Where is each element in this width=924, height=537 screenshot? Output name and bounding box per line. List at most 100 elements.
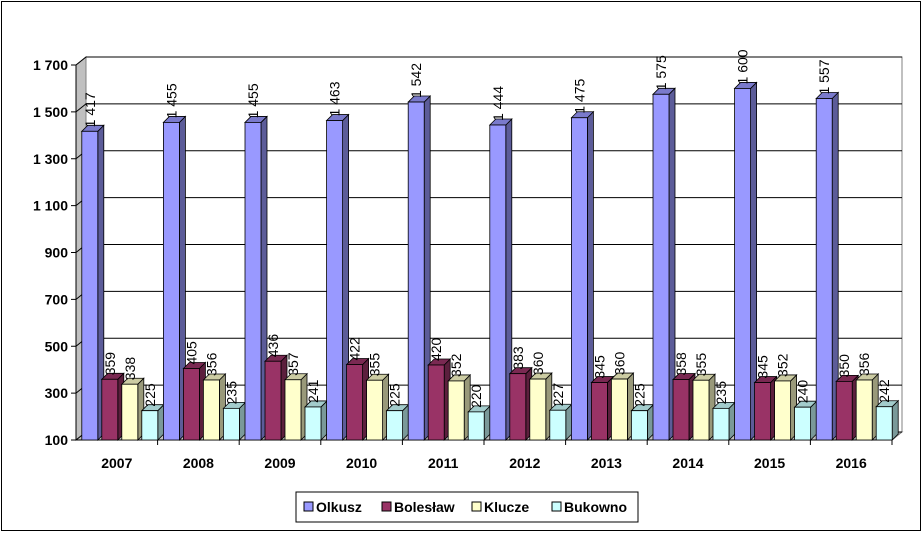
data-label: 1 444: [490, 86, 506, 121]
data-label: 355: [367, 353, 383, 377]
bar: [467, 411, 485, 441]
data-label: 240: [795, 380, 811, 404]
data-label: 405: [183, 341, 199, 365]
gridline: [75, 56, 902, 66]
data-label: 358: [673, 352, 689, 376]
x-tick-label: 2010: [346, 455, 377, 471]
bar: [529, 378, 547, 441]
data-label: 383: [510, 346, 526, 370]
x-tick-label: 2011: [428, 455, 459, 471]
data-label: 220: [468, 384, 484, 408]
bar: [407, 101, 425, 441]
bar: [509, 373, 527, 441]
bar: [611, 378, 628, 441]
legend-label: Bukowno: [564, 499, 627, 515]
x-tick-label: 2016: [836, 455, 867, 471]
bar-side: [810, 400, 817, 441]
bar: [875, 406, 893, 441]
data-label: 1 475: [571, 78, 587, 113]
bar: [734, 88, 751, 441]
data-label: 352: [448, 353, 464, 377]
bar: [774, 380, 791, 441]
bar: [141, 410, 159, 441]
data-label: 235: [223, 381, 239, 405]
bar: [121, 383, 139, 441]
legend-swatch: [381, 501, 392, 512]
data-label: 436: [265, 334, 281, 358]
bar: [672, 379, 690, 441]
legend: [295, 491, 639, 523]
y-tick-label: 1 100: [33, 198, 68, 214]
x-tick-label: 2009: [264, 455, 295, 471]
x-tick-label: 2014: [672, 455, 703, 471]
bar: [591, 382, 608, 441]
data-label: 359: [102, 352, 118, 376]
data-label: 242: [876, 379, 892, 403]
x-tick-label: 2013: [591, 455, 622, 471]
y-tick-label: 700: [45, 291, 69, 307]
data-label: 1 557: [816, 59, 832, 94]
bar: [631, 410, 648, 441]
data-label: 356: [203, 352, 219, 376]
data-label: 357: [285, 352, 301, 376]
data-label: 355: [693, 353, 709, 377]
legend-label: Bolesław: [394, 499, 455, 515]
data-label: 345: [755, 355, 771, 379]
legend-swatch: [551, 501, 562, 512]
data-label: 360: [611, 351, 627, 375]
data-label: 350: [836, 354, 852, 378]
bar: [712, 407, 730, 441]
bar: [202, 379, 220, 441]
data-label: 420: [428, 337, 444, 361]
legend-label: Klucze: [484, 499, 529, 515]
x-tick-label: 2012: [509, 455, 540, 471]
data-label: 1 600: [735, 49, 751, 84]
bar: [346, 364, 364, 441]
data-label: 235: [713, 381, 729, 405]
x-tick-label: 2008: [183, 455, 214, 471]
bar: [162, 122, 180, 441]
data-label: 1 417: [82, 92, 98, 127]
bar: [304, 406, 322, 441]
data-label: 338: [122, 357, 138, 381]
y-tick-label: 900: [45, 245, 69, 261]
bar: [447, 380, 465, 441]
data-label: 360: [530, 351, 546, 375]
legend-label: Olkusz: [316, 499, 362, 515]
data-label: 1 455: [163, 83, 179, 118]
data-label: 1 575: [653, 55, 669, 90]
bar-side: [320, 399, 328, 441]
y-tick-label: 300: [45, 385, 69, 401]
bar: [794, 406, 811, 441]
data-label: 422: [347, 337, 363, 361]
data-label: 225: [387, 383, 403, 407]
bar: [652, 93, 670, 441]
gridline: [75, 103, 902, 113]
bar: [427, 364, 445, 441]
data-label: 1 455: [245, 83, 261, 118]
data-label: 352: [775, 353, 791, 377]
y-tick-label: 1 500: [33, 104, 68, 120]
bar: [835, 381, 853, 441]
bar: [222, 407, 240, 441]
data-label: 227: [550, 383, 566, 407]
y-tick-label: 1 700: [33, 57, 68, 73]
y-tick-label: 500: [45, 338, 69, 354]
bar-side: [891, 399, 899, 441]
bar: [855, 379, 873, 441]
bar: [549, 409, 567, 441]
data-label: 1 463: [327, 81, 343, 116]
bar: [571, 117, 588, 441]
bar: [815, 98, 833, 441]
bar: [386, 410, 404, 441]
bar: [754, 382, 771, 441]
data-label: 225: [142, 383, 158, 407]
bar: [264, 360, 282, 441]
data-label: 241: [305, 379, 321, 403]
bar: [244, 122, 262, 441]
bar: [489, 124, 507, 441]
data-label: 356: [856, 352, 872, 376]
bar: [366, 379, 384, 441]
